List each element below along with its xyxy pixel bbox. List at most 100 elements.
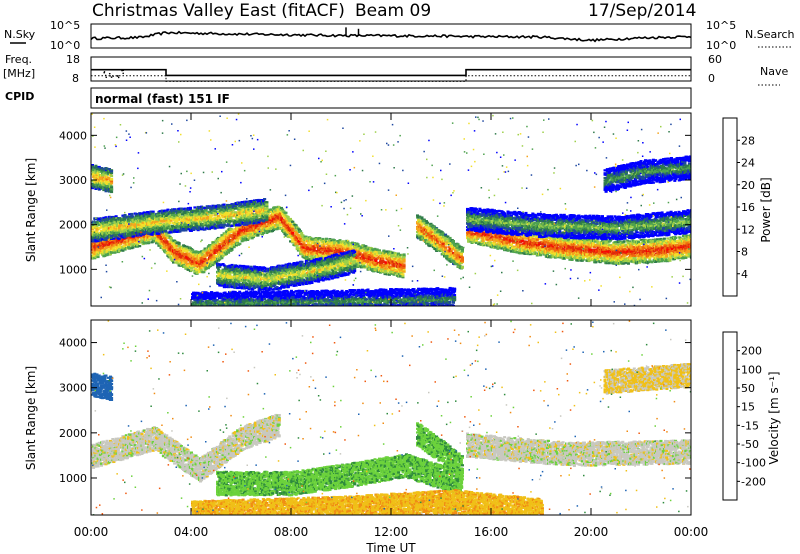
range-cell	[174, 246, 178, 249]
freq-line	[91, 68, 691, 77]
range-cell	[202, 271, 206, 274]
range-cell	[183, 265, 187, 268]
range-cell	[123, 248, 127, 251]
range-cell	[143, 241, 147, 245]
range-cell	[118, 250, 121, 253]
range-cell	[185, 259, 189, 262]
range-cell	[402, 266, 406, 269]
range-cell	[112, 245, 116, 248]
range-cell	[191, 263, 195, 266]
freq-unit: [MHz]	[3, 67, 35, 80]
range-cell	[169, 258, 173, 261]
nave-point	[109, 75, 111, 77]
range-cell	[181, 252, 184, 256]
range-cell	[285, 220, 289, 223]
range-cell	[194, 256, 198, 259]
range-cell	[109, 253, 112, 256]
range-cell	[247, 233, 251, 236]
range-cell	[256, 229, 260, 232]
range-cell	[197, 265, 201, 268]
range-cell	[168, 242, 172, 245]
range-cell	[127, 244, 130, 247]
cpid-label: CPID	[5, 90, 34, 103]
range-cell	[269, 225, 273, 228]
range-cell	[224, 252, 228, 255]
range-cell	[163, 246, 166, 249]
nsky-tick-top: 10^5	[50, 19, 80, 32]
range-cell	[184, 261, 188, 264]
range-cell	[114, 248, 118, 251]
range-cell	[266, 212, 270, 215]
range-cell	[95, 242, 99, 245]
range-cell	[209, 247, 213, 251]
range-cell	[185, 245, 189, 248]
range-cell	[191, 249, 195, 252]
range-cell	[169, 238, 173, 241]
range-cell	[109, 242, 112, 245]
range-cell	[257, 226, 261, 229]
nsky-tick-bottom: 10^0	[50, 39, 80, 52]
range-cell	[166, 236, 170, 239]
range-cell	[210, 249, 214, 252]
range-cell	[165, 231, 169, 234]
range-cell	[190, 259, 193, 262]
range-cell	[137, 241, 141, 244]
range-cell	[138, 245, 142, 248]
range-cell	[194, 267, 198, 270]
range-cell	[220, 257, 224, 260]
range-cell	[281, 213, 285, 216]
range-cell	[164, 237, 168, 240]
range-cell	[231, 235, 235, 238]
range-cell	[223, 246, 227, 249]
range-cell	[182, 246, 186, 249]
nsearch-tick-bottom: 10^0	[706, 39, 736, 52]
range-cell	[229, 230, 233, 233]
range-cell	[268, 219, 272, 222]
range-cell	[224, 238, 228, 241]
range-cell	[254, 230, 258, 234]
range-cell	[275, 228, 279, 231]
range-cell	[161, 234, 165, 237]
range-cell	[212, 253, 216, 256]
range-cell	[188, 246, 192, 250]
range-cell	[250, 224, 254, 227]
range-cell	[175, 258, 179, 261]
range-cell	[133, 243, 137, 246]
range-cell	[238, 242, 242, 245]
nave-point	[122, 72, 124, 75]
range-cell	[194, 252, 198, 255]
range-cell	[218, 258, 222, 261]
range-cell	[237, 232, 241, 235]
range-cell	[166, 235, 170, 238]
beam-label: Beam 09	[355, 1, 431, 21]
range-cell	[212, 254, 216, 257]
nsky-label: N.Sky	[4, 28, 36, 41]
range-cell	[218, 244, 222, 248]
range-cell	[119, 243, 123, 246]
range-cell	[227, 236, 231, 239]
range-cell	[136, 243, 139, 246]
range-cell	[185, 252, 189, 255]
range-cell	[307, 241, 310, 244]
range-cell	[210, 260, 214, 263]
range-cell	[113, 251, 117, 254]
range-cell	[221, 254, 225, 258]
range-cell	[277, 219, 281, 222]
range-cell	[148, 238, 152, 241]
range-cell	[284, 211, 288, 214]
range-cell	[223, 232, 227, 235]
range-cell	[206, 267, 210, 270]
range-cell	[145, 235, 148, 238]
range-cell	[285, 233, 289, 236]
range-cell	[92, 241, 96, 244]
range-cell	[259, 230, 263, 233]
range-cell	[186, 262, 190, 265]
range-cell	[238, 234, 242, 237]
range-cell	[175, 244, 179, 248]
range-cell	[112, 237, 116, 240]
range-cell	[247, 237, 251, 240]
range-cell	[226, 235, 229, 238]
range-cell	[267, 214, 271, 218]
range-cell	[188, 255, 192, 258]
